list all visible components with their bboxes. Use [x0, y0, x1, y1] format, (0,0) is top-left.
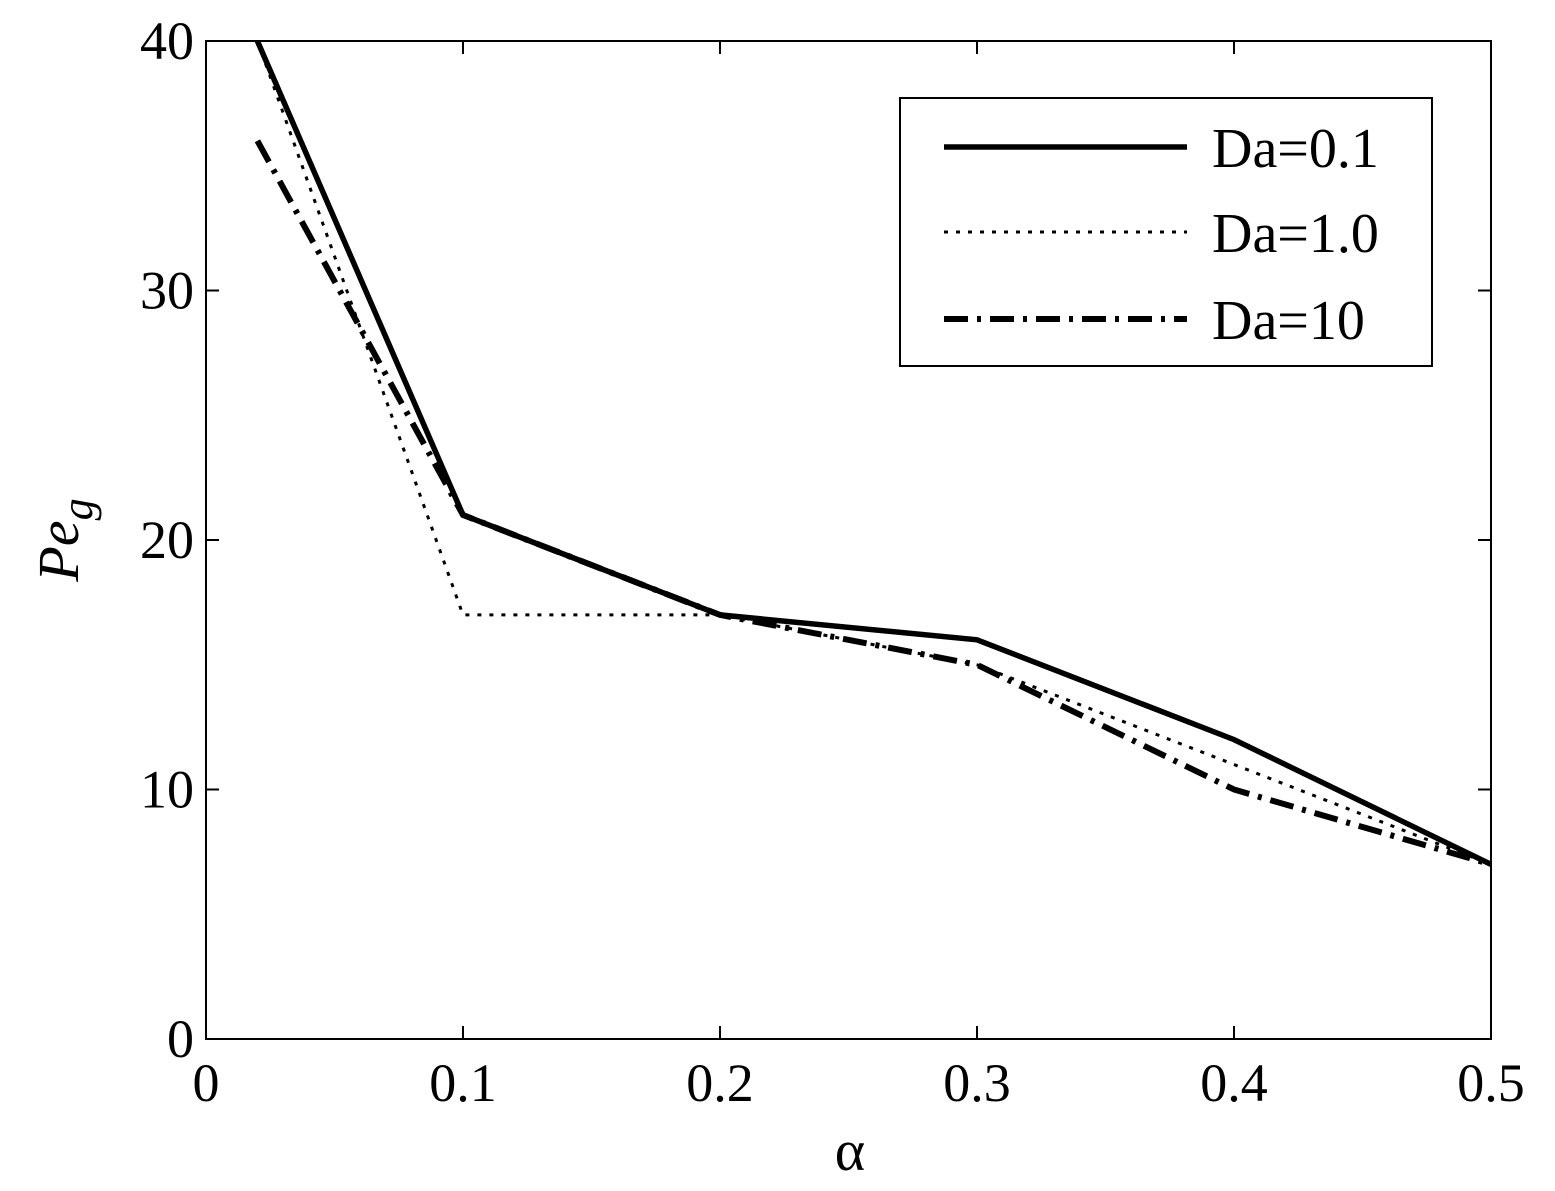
- svg-text:Peg: Peg: [26, 498, 102, 582]
- y-axis-label: Peg: [26, 498, 102, 582]
- x-tick-label: 0.3: [943, 1053, 1011, 1113]
- y-tick-label: 20: [140, 510, 194, 570]
- x-tick-label: 0.1: [429, 1053, 497, 1113]
- x-tick-label: 0.5: [1457, 1053, 1525, 1113]
- legend-box: [899, 97, 1433, 367]
- series-group: [254, 39, 1493, 868]
- y-tick-label: 40: [140, 11, 194, 71]
- x-tick-label: 0.2: [686, 1053, 754, 1113]
- x-axis-label: α: [835, 1118, 865, 1183]
- x-tick-label: 0.4: [1200, 1053, 1268, 1113]
- y-tick-label: 30: [140, 261, 194, 321]
- y-tick-label: 10: [140, 760, 194, 820]
- legend-label-3: Da=10: [1212, 290, 1365, 352]
- series-line-1: [254, 39, 1493, 867]
- y-axis-label-base: Pe: [26, 520, 91, 582]
- legend-label-1: Da=0.1: [1212, 118, 1379, 180]
- legend-label-2: Da=1.0: [1212, 203, 1379, 265]
- x-tick-label: 0: [193, 1053, 220, 1113]
- legend: Da=0.1 Da=1.0 Da=10: [899, 97, 1433, 367]
- axis-ticks: 0 0.1 0.2 0.3 0.4 0.5 0 10 20 30 40: [140, 11, 1525, 1113]
- y-tick-label: 0: [167, 1009, 194, 1069]
- series-line-3: [254, 139, 1492, 868]
- y-axis-label-subscript: g: [53, 498, 102, 520]
